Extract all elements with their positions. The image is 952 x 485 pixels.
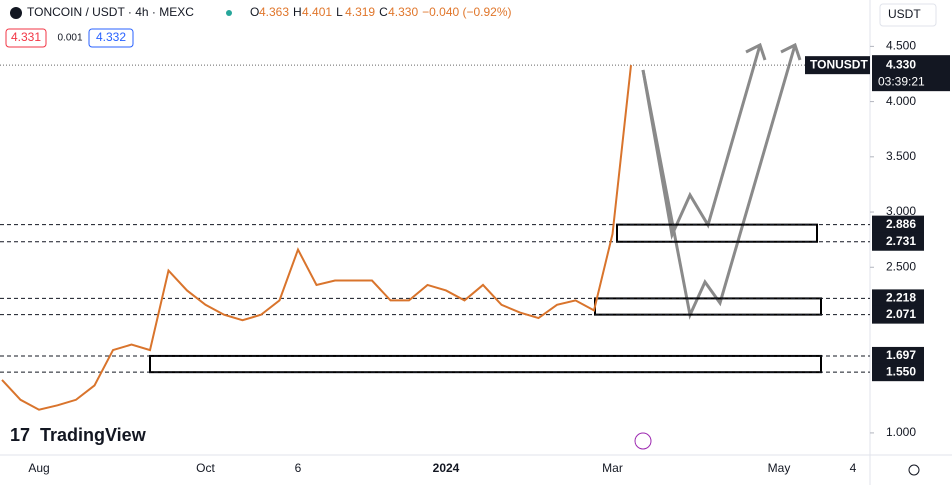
x-tick-label: May: [768, 461, 791, 475]
x-tick-label: 4: [850, 461, 857, 475]
ohlc-value: 4.330: [388, 5, 418, 19]
level-label: 2.071: [886, 307, 916, 321]
price-series: [1, 65, 632, 411]
symbol-icon: [10, 7, 22, 19]
ohlc-key: L: [336, 5, 343, 19]
y-tick-label: 4.000: [886, 94, 916, 108]
ask-box: [88, 28, 134, 48]
ohlc-key: O: [250, 5, 259, 19]
status-dot: [226, 10, 232, 16]
projection-arrow: [641, 44, 762, 241]
symbol-box: [805, 56, 870, 75]
currency-button[interactable]: [879, 3, 937, 27]
event-icon[interactable]: [634, 432, 652, 450]
level-label-box: [872, 232, 924, 251]
level-label-box: [872, 289, 924, 308]
countdown: 03:39:21: [878, 74, 925, 88]
price-box: [872, 55, 950, 92]
ohlc-value: 4.401: [302, 5, 332, 19]
settings-icon[interactable]: [908, 464, 920, 476]
bid: 4.331: [11, 30, 41, 44]
x-tick-label: Aug: [28, 461, 49, 475]
level-label: 2.731: [886, 234, 916, 248]
y-tick-label: 4.500: [886, 39, 916, 53]
ohlc-key: C: [379, 5, 388, 19]
y-tick-label: 2.500: [886, 259, 916, 273]
x-tick-label: 2024: [433, 461, 460, 475]
spread: 0.001: [57, 33, 82, 44]
x-tick-label: Mar: [602, 461, 623, 475]
x-tick-label: Oct: [196, 461, 215, 475]
brand: TradingView: [40, 425, 147, 445]
currency[interactable]: USDT: [888, 7, 921, 21]
level-label: 2.886: [886, 217, 916, 231]
arrow-head: [745, 42, 767, 61]
y-tick-label: 3.500: [886, 149, 916, 163]
level-label-box: [872, 305, 924, 324]
ohlc-value: 4.363: [259, 5, 289, 19]
level-label: 1.550: [886, 364, 916, 378]
level-label-box: [872, 346, 924, 365]
ohlc-value: 4.319: [345, 5, 375, 19]
y-tick-label: 1.000: [886, 425, 916, 439]
logo-mark: 17: [10, 425, 30, 445]
projection-arrow: [641, 44, 797, 320]
level-label: 1.697: [886, 348, 916, 362]
price-value: 4.330: [886, 57, 916, 71]
x-tick-label: 6: [295, 461, 302, 475]
symbol-title: TONCOIN / USDT · 4h · MEXC: [27, 5, 194, 19]
bid-box: [5, 28, 47, 48]
level-label-box: [872, 363, 924, 382]
projection-arrows: [641, 42, 802, 320]
ask: 4.332: [96, 30, 126, 44]
ohlc-key: H: [293, 5, 302, 19]
y-tick-label: 3.000: [886, 204, 916, 218]
change: −0.040 (−0.92%): [422, 5, 511, 19]
symbol-label: TONUSDT: [810, 57, 868, 71]
level-label: 2.218: [886, 291, 916, 305]
level-label-box: [872, 215, 924, 234]
arrow-head: [780, 42, 802, 61]
